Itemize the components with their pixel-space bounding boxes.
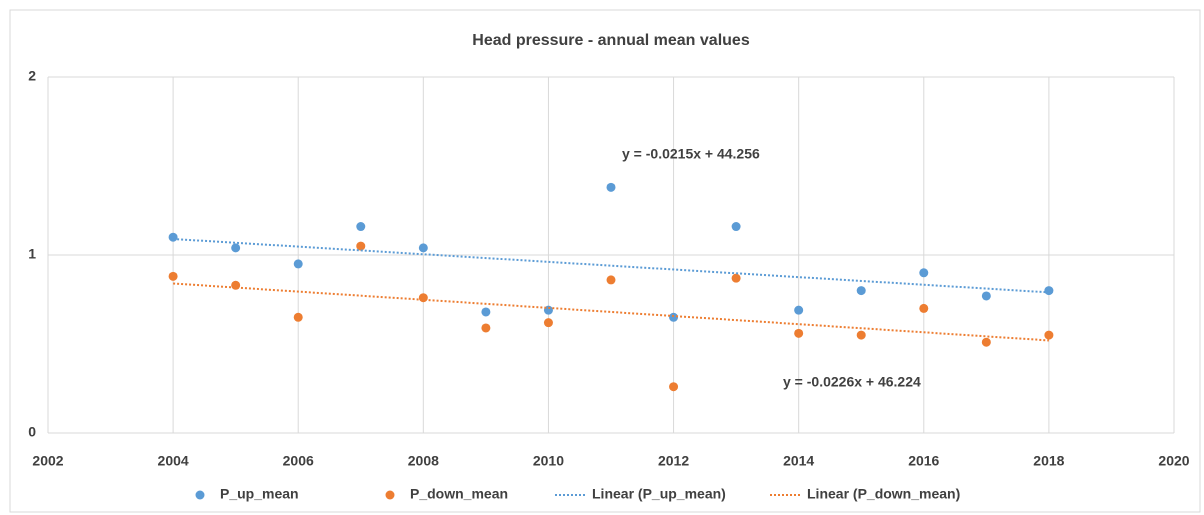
- legend-swatch: [195, 490, 205, 500]
- chart-frame: [9, 9, 1201, 513]
- x-tick-label: 2020: [1158, 453, 1189, 469]
- x-tick-label: 2008: [408, 453, 439, 469]
- point: [981, 337, 991, 347]
- point: [168, 271, 178, 281]
- point: [919, 303, 929, 313]
- point: [481, 323, 491, 333]
- point: [669, 382, 679, 392]
- point: [794, 305, 804, 315]
- point: [606, 275, 616, 285]
- legend-label: Linear (P_down_mean): [807, 486, 960, 502]
- point: [418, 243, 428, 253]
- x-tick-label: 2012: [658, 453, 689, 469]
- chart-title: Head pressure - annual mean values: [472, 32, 750, 49]
- point: [168, 232, 178, 242]
- point: [669, 312, 679, 322]
- x-tick-label: 2018: [1033, 453, 1064, 469]
- point: [481, 307, 491, 317]
- x-tick-label: 2010: [533, 453, 564, 469]
- point: [293, 259, 303, 269]
- point: [1044, 330, 1054, 340]
- x-tick-label: 2002: [32, 453, 63, 469]
- point: [606, 182, 616, 192]
- legend-swatch: [385, 490, 395, 500]
- trendline-equation: y = -0.0226x + 46.224: [783, 374, 921, 390]
- y-tick-label: 1: [28, 246, 36, 262]
- point: [981, 291, 991, 301]
- point: [1044, 286, 1054, 296]
- legend-label: P_up_mean: [220, 486, 299, 502]
- point: [794, 328, 804, 338]
- point: [856, 330, 866, 340]
- y-tick-label: 0: [28, 424, 36, 440]
- x-tick-label: 2016: [908, 453, 939, 469]
- point: [543, 318, 553, 328]
- y-tick-label: 2: [28, 68, 36, 84]
- point: [731, 273, 741, 283]
- point: [293, 312, 303, 322]
- point: [231, 243, 241, 253]
- x-tick-label: 2006: [283, 453, 314, 469]
- x-tick-label: 2004: [158, 453, 189, 469]
- x-tick-label: 2014: [783, 453, 814, 469]
- trendline-equation: y = -0.0215x + 44.256: [622, 146, 760, 162]
- point: [919, 268, 929, 278]
- legend-label: Linear (P_up_mean): [592, 486, 726, 502]
- point: [731, 222, 741, 232]
- point: [356, 222, 366, 232]
- point: [356, 241, 366, 251]
- legend-label: P_down_mean: [410, 486, 508, 502]
- point: [856, 286, 866, 296]
